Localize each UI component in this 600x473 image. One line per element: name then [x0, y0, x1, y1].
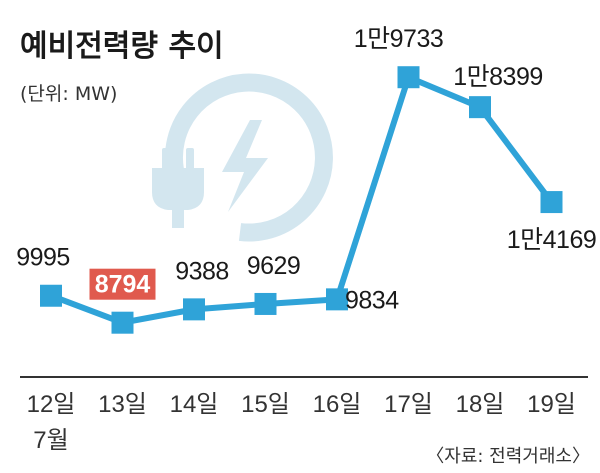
data-point-7 — [540, 191, 563, 214]
x-tick-0: 12일 — [27, 391, 76, 418]
data-label-7: 1만4169 — [507, 226, 597, 254]
data-label-4: 9834 — [345, 286, 399, 314]
data-labels: 9995 8794 9388 9629 9834 1만9733 1만8399 1만4169 — [16, 25, 597, 314]
data-point-4 — [326, 288, 348, 311]
x-tick-3: 15일 — [241, 391, 290, 418]
data-label-2: 9388 — [175, 257, 229, 285]
data-point-5 — [397, 66, 420, 89]
data-point-3 — [254, 292, 277, 315]
data-point-6 — [469, 96, 491, 119]
data-label-1: 8794 — [95, 271, 151, 299]
data-label-6: 1만8399 — [453, 63, 543, 91]
data-point-2 — [183, 298, 205, 321]
unit-label: (단위: MW) — [20, 83, 117, 105]
data-markers — [40, 66, 563, 334]
chart-title: 예비전력량 추이 — [20, 29, 224, 64]
data-label-3: 9629 — [247, 252, 301, 280]
source-label: 〈자료: 전력거래소〉 — [426, 446, 590, 467]
x-tick-5: 17일 — [384, 391, 433, 418]
x-tick-4: 16일 — [313, 391, 362, 418]
month-label: 7월 — [33, 427, 68, 454]
data-point-1 — [111, 311, 134, 334]
x-tick-2: 14일 — [170, 391, 219, 418]
series-line — [49, 74, 554, 326]
x-tick-1: 13일 — [98, 391, 147, 418]
x-tick-6: 18일 — [456, 391, 505, 418]
x-tick-labels: 12일 13일 14일 15일 16일 17일 18일 19일 — [27, 391, 576, 418]
highlight-label-bg — [89, 268, 156, 300]
x-tick-7: 19일 — [527, 391, 576, 418]
data-point-0 — [40, 284, 62, 307]
data-label-5: 1만9733 — [354, 25, 444, 53]
power-plug-lightning-icon — [152, 73, 333, 242]
data-label-0: 9995 — [16, 244, 70, 272]
